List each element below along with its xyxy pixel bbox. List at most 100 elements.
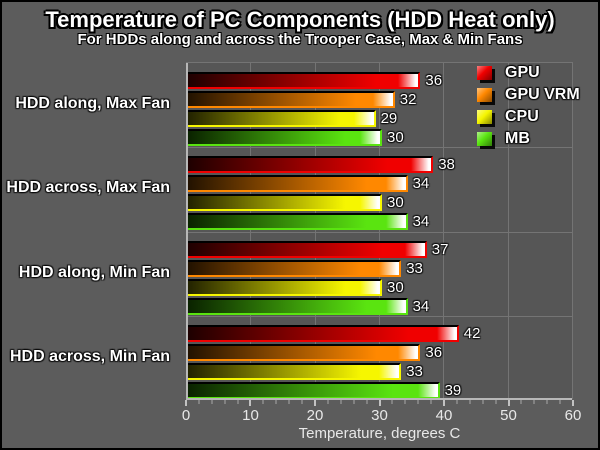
bar-gpu: [188, 72, 421, 89]
x-minor-tick: [198, 400, 200, 404]
bar-row: 30: [188, 129, 572, 146]
bar-row: 42: [188, 324, 572, 342]
x-minor-tick: [262, 400, 264, 404]
bar-gpu-vrm: [188, 259, 402, 277]
bar-gpu-vrm: [188, 343, 421, 361]
x-major-tick-10: [249, 400, 252, 406]
bar-gpu-vrm: [188, 175, 408, 193]
legend-label: GPU VRM: [505, 86, 580, 103]
legend-swatch-gpu: [477, 66, 492, 80]
bar-value-label: 36: [425, 343, 443, 361]
gridline-vertical-60: [572, 63, 573, 399]
legend-item-cpu: CPU: [477, 108, 580, 125]
bar-cpu: [188, 110, 376, 127]
legend-swatch-mb: [477, 132, 492, 146]
x-axis-title: Temperature, degrees C: [298, 425, 461, 442]
x-minor-tick: [224, 400, 226, 404]
bar-row: 33: [188, 259, 572, 277]
bar-group-1: 36 32 29 30: [188, 72, 572, 148]
category-label-4: HDD across, Min Fan: [9, 347, 170, 365]
gridline-group-separator: [186, 231, 572, 233]
x-minor-tick: [275, 400, 277, 404]
category-label-1: HDD along, Max Fan: [15, 95, 170, 113]
bar-gpu: [188, 240, 427, 258]
bar-value-label: 33: [406, 362, 423, 380]
bar-row: 32: [188, 91, 572, 108]
x-minor-tick: [559, 400, 561, 404]
bar-gpu-vrm: [188, 91, 395, 108]
bar-value-label: 32: [399, 91, 417, 108]
bar-value-label: 33: [406, 259, 423, 277]
bar-value-label: 37: [431, 240, 449, 258]
x-major-tick-0: [185, 400, 187, 406]
bar-value-label: 30: [387, 278, 404, 296]
x-minor-tick: [533, 400, 535, 404]
bar-mb: [188, 297, 408, 315]
x-minor-tick: [340, 400, 342, 404]
legend-label: CPU: [505, 108, 539, 125]
gridline-vertical-20: [314, 63, 316, 399]
x-minor-tick: [469, 400, 471, 404]
bar-row: 30: [188, 278, 572, 296]
x-minor-tick: [495, 400, 497, 404]
bar-row: 29: [188, 110, 572, 127]
bar-value-label: 30: [387, 129, 404, 146]
bar-row: 36: [188, 72, 572, 89]
x-axis: Temperature, degrees C 0 10 20 30 40 50 60: [182, 399, 581, 445]
legend-item-gpu-vrm: GPU VRM: [477, 86, 580, 103]
bar-gpu: [188, 324, 459, 342]
legend-item-gpu: GPU: [477, 64, 580, 81]
bar-row: 34: [188, 297, 572, 315]
x-major-tick-40: [442, 400, 445, 406]
bar-value-label: 30: [387, 194, 404, 212]
x-minor-tick: [301, 400, 303, 404]
category-label-2: HDD across, Max Fan: [6, 179, 170, 197]
bar-value-label: 36: [425, 72, 443, 89]
x-minor-tick: [482, 400, 484, 404]
legend: GPU GPU VRM CPU MB: [477, 64, 580, 154]
gridline-vertical-50: [507, 63, 509, 399]
x-minor-tick: [404, 400, 406, 404]
bar-row: 39: [188, 381, 572, 399]
bar-row: 34: [188, 175, 572, 193]
x-minor-tick: [288, 400, 290, 404]
bar-row: 30: [188, 194, 572, 212]
x-minor-tick: [456, 400, 458, 404]
x-major-tick-50: [507, 400, 510, 406]
x-tick-label-30: 30: [371, 407, 388, 424]
bar-cpu: [188, 278, 382, 296]
category-labels: HDD along, Max Fan HDD across, Max Fan HDD…: [0, 62, 178, 399]
bar-row: 38: [188, 156, 572, 174]
bar-group-4: 42 36 33 39: [188, 324, 572, 401]
x-tick-label-20: 20: [306, 407, 324, 424]
bar-value-label: 38: [438, 156, 455, 174]
bar-value-label: 34: [412, 213, 430, 231]
legend-item-mb: MB: [477, 131, 580, 147]
legend-label: GPU: [505, 64, 540, 81]
bar-cpu: [188, 194, 382, 212]
bar-row: 36: [188, 343, 572, 361]
gridline-vertical-10: [250, 63, 252, 399]
bar-value-label: 34: [412, 175, 430, 193]
x-tick-label-0: 0: [181, 407, 191, 424]
bar-value-label: 29: [380, 110, 398, 127]
bar-mb: [188, 213, 408, 231]
bar-row: 37: [188, 240, 572, 258]
bar-row: 33: [188, 362, 572, 380]
x-tick-label-60: 60: [564, 407, 582, 424]
bar-mb: [188, 381, 440, 399]
bar-group-3: 37 33 30 34: [188, 240, 572, 317]
chart-subtitle: For HDDs along and across the Trooper Ca…: [77, 31, 523, 48]
legend-swatch-cpu: [477, 110, 492, 124]
x-major-tick-20: [313, 400, 316, 406]
x-major-tick-60: [572, 400, 574, 406]
x-tick-label-40: 40: [435, 407, 453, 424]
chart-title: Temperature of PC Components (HDD Heat o…: [45, 7, 555, 32]
x-minor-tick: [417, 400, 419, 404]
category-label-3: HDD along, Min Fan: [18, 263, 170, 281]
x-minor-tick: [546, 400, 548, 404]
x-minor-tick: [520, 400, 522, 404]
bar-cpu: [188, 362, 402, 380]
gridline-group-separator: [186, 147, 572, 149]
